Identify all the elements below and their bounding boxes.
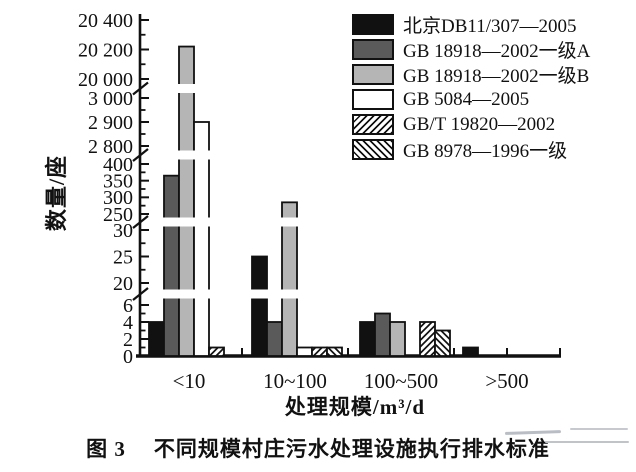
- figure-number: 图 3: [86, 437, 126, 461]
- legend-swatch-white-icon: [352, 89, 394, 110]
- axis-break-icon: [132, 215, 149, 229]
- y-tick-label: 2: [123, 329, 133, 351]
- axis-break-icon: [132, 81, 149, 96]
- axis-break-icon: [132, 148, 149, 162]
- legend-label: 北京DB11/307—2005: [403, 16, 577, 37]
- legend-item-beijing-db11: 北京DB11/307—2005: [352, 14, 590, 37]
- y-tick-label: 30: [113, 220, 133, 242]
- bar-4-100~500: [419, 321, 436, 357]
- category-label: <10: [173, 369, 206, 393]
- axis-break-gap: [177, 217, 196, 227]
- axis-break-gap: [250, 289, 269, 299]
- axis-break-gap: [280, 289, 299, 299]
- legend: 北京DB11/307—2005 GB 18918—2002一级A GB 1891…: [352, 14, 591, 162]
- bar-1-10~100: [266, 321, 283, 357]
- category-label: 100~500: [364, 369, 438, 393]
- legend-swatch-solid-black-icon: [352, 14, 394, 35]
- legend-label: GB 5084—2005: [403, 88, 530, 110]
- bar-3-10~100: [296, 346, 313, 357]
- watermark-artifact: [570, 428, 628, 430]
- y-tick-label: 4: [123, 312, 133, 334]
- axis-break-gap: [192, 150, 211, 160]
- legend-swatch-forward-hatch-icon: [352, 114, 394, 135]
- legend-item-gbt19820: GB/T 19820—2002: [352, 114, 590, 135]
- bar-4-10~100: [311, 346, 328, 357]
- bar-1-<10: [163, 174, 180, 357]
- axis-break-gap: [162, 289, 181, 299]
- legend-swatch-lightgray-icon: [352, 64, 394, 85]
- legend-item-gb5084: GB 5084—2005: [352, 89, 590, 110]
- x-axis-title: 处理规模/m³/d: [284, 395, 426, 419]
- category-label: >500: [485, 369, 528, 393]
- figure-caption: 图 3 不同规模村庄污水处理设施执行排水标准: [0, 433, 636, 463]
- bar-0->500: [462, 346, 479, 357]
- legend-label: GB 18918—2002一级B: [403, 66, 590, 87]
- axis-break-gap: [162, 217, 181, 227]
- axis-break-gap: [192, 217, 211, 227]
- legend-swatch-darkgray-icon: [352, 39, 394, 60]
- axis-break-gap: [177, 289, 196, 299]
- legend-item-gb8978: GB 8978—1996一级: [352, 139, 590, 162]
- y-tick-label: 400: [103, 154, 133, 176]
- legend-item-gb18918-1a: GB 18918—2002一级A: [352, 39, 591, 62]
- axis-break-gap: [177, 84, 196, 93]
- legend-label: GB/T 19820—2002: [403, 113, 556, 135]
- bar-4-<10: [208, 346, 225, 357]
- bar-1-100~500: [374, 312, 391, 357]
- watermark-artifact: [545, 441, 629, 443]
- y-axis-title: 数量/座: [44, 154, 69, 232]
- y-tick-label: 300: [103, 187, 133, 209]
- axis-break-icon: [132, 287, 149, 301]
- axis-break-gap: [192, 289, 211, 299]
- y-tick-label: 2 800: [88, 136, 133, 158]
- category-label: 10~100: [263, 369, 327, 393]
- bar-0-10~100: [251, 255, 268, 357]
- bar-2-10~100: [281, 201, 298, 357]
- bar-2-100~500: [389, 321, 406, 357]
- y-tick-label: 350: [103, 170, 133, 192]
- y-tick-label: 20 200: [78, 39, 133, 61]
- y-tick-label: 20: [113, 273, 133, 295]
- figure-title: 不同规模村庄污水处理设施执行排水标准: [153, 437, 550, 461]
- y-tick-label: 3 000: [88, 88, 133, 110]
- legend-label: GB 8978—1996一级: [403, 141, 568, 162]
- legend-item-gb18918-1b: GB 18918—2002一级B: [352, 64, 590, 87]
- y-tick-label: 25: [113, 246, 133, 268]
- bar-5-10~100: [326, 346, 343, 357]
- y-tick-label: 20 000: [78, 69, 133, 91]
- y-tick-label: 250: [103, 204, 133, 226]
- y-tick-label: 0: [123, 346, 133, 368]
- y-tick-label: 6: [123, 295, 133, 317]
- axis-break-gap: [280, 217, 299, 227]
- bar-5-100~500: [434, 329, 451, 357]
- bar-0-<10: [148, 321, 165, 357]
- y-tick-label: 2 900: [88, 112, 133, 134]
- legend-swatch-backward-hatch-icon: [352, 139, 394, 160]
- bar-0-100~500: [359, 321, 376, 357]
- y-tick-label: 20 400: [78, 10, 133, 32]
- axis-break-gap: [177, 150, 196, 160]
- legend-label: GB 18918—2002一级A: [403, 41, 591, 62]
